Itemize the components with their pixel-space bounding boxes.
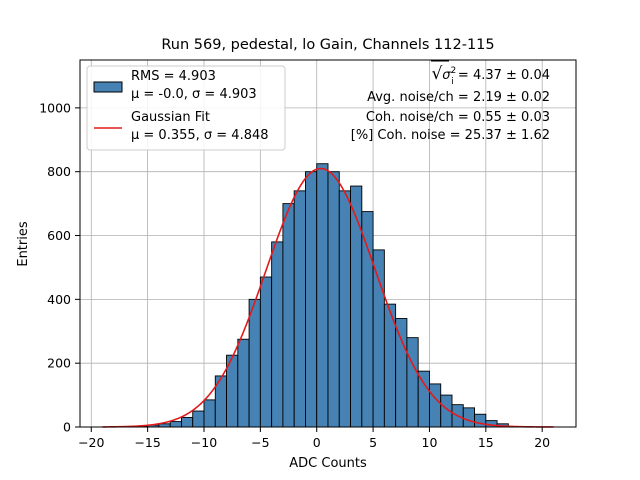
x-tick-label: −10 [191, 435, 217, 450]
histogram-bar [350, 185, 363, 428]
x-tick-label: 20 [534, 435, 550, 450]
histogram-bar [316, 163, 329, 428]
histogram-bars [124, 163, 509, 428]
histogram-bar [192, 410, 205, 428]
annotation-sqrt-sigma: √σ2 i = 4.37 ± 0.04 [431, 64, 550, 87]
sigma-superscript: 2 [451, 66, 457, 76]
noise-annotations: √σ2 i = 4.37 ± 0.04 Avg. noise/ch = 2.19 … [351, 60, 550, 143]
histogram-bar [338, 190, 351, 428]
histogram-bar [417, 370, 430, 428]
sqrt-sigma-value: = 4.37 ± 0.04 [454, 68, 550, 83]
x-axis-ticks: −20 −15 −10 −5 0 5 10 15 20 [78, 427, 550, 450]
y-tick-label: 200 [47, 356, 71, 371]
chart-title: Run 569, pedestal, lo Gain, Channels 112… [161, 37, 494, 53]
annotation-coh-noise: Coh. noise/ch = 0.55 ± 0.03 [366, 110, 550, 125]
legend-entry-2-line-2: μ = 0.355, σ = 4.848 [131, 128, 269, 143]
y-tick-label: 1000 [39, 100, 71, 115]
x-tick-label: 10 [422, 435, 438, 450]
plot-frame [79, 59, 577, 428]
histogram-bar [406, 337, 419, 428]
x-tick-label: 5 [369, 435, 377, 450]
sigma-symbol: σ [442, 68, 451, 83]
histogram-bar [462, 407, 475, 428]
histogram-bar [474, 413, 487, 428]
legend-entry-1-line-1: RMS = 4.903 [131, 69, 216, 84]
y-tick-label: 600 [47, 228, 71, 243]
histogram-bar [305, 171, 318, 428]
y-tick-label: 0 [63, 420, 71, 435]
histogram-bar [293, 190, 306, 428]
x-tick-label: −20 [78, 435, 104, 450]
y-tick-label: 400 [47, 292, 71, 307]
histogram-bar [203, 399, 216, 428]
sigma-subscript: i [451, 77, 454, 87]
annotation-avg-noise: Avg. noise/ch = 2.19 ± 0.02 [367, 90, 550, 105]
sqrt-symbol: √ [431, 64, 442, 84]
y-tick-label: 800 [47, 164, 71, 179]
histogram-bar [327, 171, 340, 428]
y-axis-label: Entries [16, 221, 31, 267]
x-axis-label: ADC Counts [289, 456, 367, 471]
histogram-bar [282, 203, 295, 428]
histogram-bar [169, 421, 182, 428]
legend: RMS = 4.903 μ = -0.0, σ = 4.903 Gaussian… [86, 65, 286, 151]
histogram-bar [237, 338, 250, 428]
x-tick-label: −15 [134, 435, 160, 450]
x-tick-label: 15 [478, 435, 494, 450]
histogram-bar [395, 318, 408, 428]
annotation-coh-noise-percent: [%] Coh. noise = 25.37 ± 1.62 [351, 128, 550, 143]
legend-entry-1-line-2: μ = -0.0, σ = 4.903 [131, 87, 257, 102]
histogram-bar [429, 383, 442, 428]
legend-bar-swatch [93, 81, 123, 93]
histogram-bar [361, 211, 374, 428]
legend-box [86, 65, 286, 151]
histogram-bar [372, 249, 385, 428]
y-axis-ticks: 0 200 400 600 800 1000 [39, 100, 80, 435]
x-tick-label: 0 [313, 435, 321, 450]
histogram-bar [271, 241, 284, 428]
x-tick-label: −5 [251, 435, 269, 450]
histogram-bar [259, 276, 273, 428]
legend-entry-2-line-1: Gaussian Fit [131, 110, 210, 125]
histogram-bar [181, 416, 194, 428]
histogram-bar [248, 298, 261, 428]
gaussian-fit-curve [102, 167, 554, 428]
